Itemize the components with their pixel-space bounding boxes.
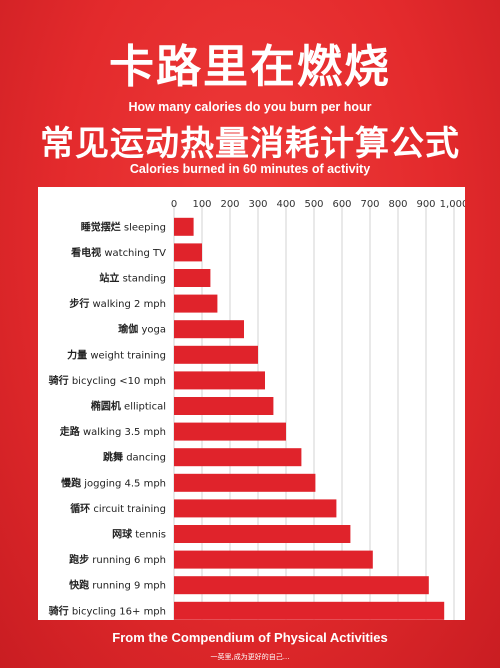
bar — [174, 473, 316, 492]
bar — [174, 243, 202, 262]
source-credit: From the Compendium of Physical Activiti… — [112, 630, 388, 645]
bar — [174, 525, 351, 543]
bar — [174, 422, 286, 441]
x-tick-label: 500 — [304, 199, 323, 210]
category-label: 快跑 running 9 mph — [68, 579, 166, 592]
secondary-title: 常见运动热量消耗计算公式 — [40, 124, 460, 164]
category-label: 睡觉摆烂 sleeping — [81, 220, 166, 233]
category-label: 慢跑 jogging 4.5 mph — [61, 476, 166, 489]
x-tick-label: 900 — [416, 199, 435, 210]
footer-note: 一英里,成为更好的自己... — [210, 653, 290, 661]
bar — [174, 217, 194, 236]
x-tick-label: 600 — [332, 199, 351, 210]
x-tick-label: 400 — [276, 199, 295, 210]
category-label: 看电视 watching TV — [71, 246, 166, 259]
x-tick-label: 700 — [360, 199, 379, 210]
bar — [174, 371, 265, 390]
category-label: 走路 walking 3.5 mph — [59, 425, 166, 438]
bar — [174, 320, 244, 339]
bar — [174, 576, 429, 595]
bar — [174, 499, 337, 518]
x-tick-label: 1,000 — [440, 199, 465, 210]
bar — [174, 397, 274, 415]
category-label: 椭圆机 elliptical — [91, 400, 166, 413]
category-label: 瑜伽 yoga — [118, 323, 166, 336]
x-tick-label: 0 — [171, 199, 177, 210]
category-label: 跑步 running 6 mph — [69, 553, 166, 566]
x-tick-label: 300 — [248, 199, 267, 210]
category-label: 步行 walking 2 mph — [69, 297, 166, 310]
bar — [174, 448, 302, 467]
category-label: 骑行 bicycling 16+ mph — [49, 604, 166, 617]
category-label: 网球 tennis — [112, 528, 166, 541]
chart-caption: Calories burned in 60 minutes of activit… — [129, 162, 371, 176]
x-tick-label: 100 — [192, 199, 211, 210]
category-label: 站立 standing — [99, 272, 166, 285]
category-label: 力量 weight training — [67, 348, 166, 361]
bar — [174, 601, 445, 620]
category-label: 跳舞 dancing — [103, 451, 166, 464]
category-label: 骑行 bicycling <10 mph — [49, 374, 166, 387]
bar — [174, 550, 373, 569]
main-title: 卡路里在燃烧 — [108, 40, 391, 93]
chart-panel: 0 100 200 300 400 500 600 700 800 900 1,000 睡觉摆烂 sl… — [38, 187, 465, 620]
subtitle-english: How many calories do you burn per hour — [128, 100, 372, 114]
bar — [174, 294, 218, 313]
category-label: 循环 circuit training — [70, 502, 166, 515]
calories-bar-chart: 0 100 200 300 400 500 600 700 800 900 1,000 睡觉摆烂 sl… — [49, 199, 465, 620]
x-tick-label: 800 — [388, 199, 407, 210]
bar — [174, 269, 211, 287]
bar — [174, 345, 258, 364]
x-tick-label: 200 — [220, 199, 239, 210]
